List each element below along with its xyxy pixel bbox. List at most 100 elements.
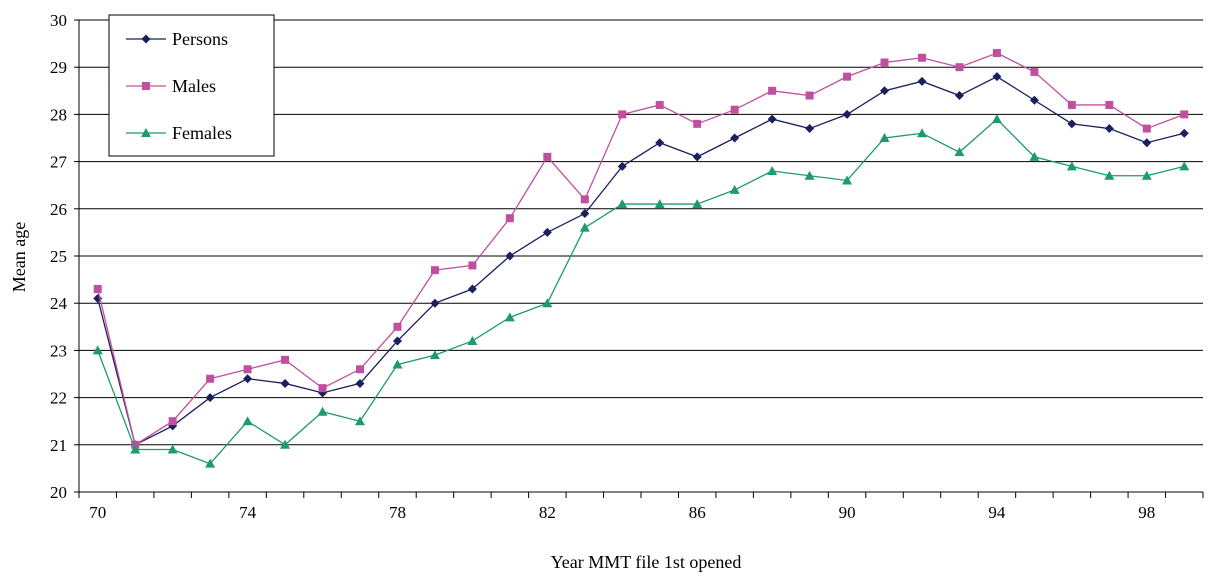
legend-label: Females (172, 123, 232, 143)
data-point (430, 298, 440, 308)
data-point (617, 199, 628, 209)
data-point (729, 184, 740, 194)
data-point (804, 170, 815, 180)
data-point (580, 195, 589, 204)
series-line (97, 118, 1185, 465)
legend-label: Persons (172, 29, 228, 49)
data-point (730, 133, 740, 143)
data-point (356, 365, 364, 374)
data-point (243, 365, 252, 374)
data-point (692, 152, 702, 162)
data-point (542, 227, 552, 237)
data-point (92, 345, 103, 355)
y-tick-label: 26 (50, 200, 67, 219)
data-point (504, 312, 515, 322)
x-tick-label: 74 (239, 503, 257, 522)
data-point (317, 406, 328, 416)
data-point (1067, 119, 1077, 129)
data-point (243, 374, 253, 384)
data-point (168, 417, 177, 426)
series-males (93, 49, 1189, 449)
data-point (281, 355, 290, 364)
data-point (392, 336, 402, 346)
data-point (543, 152, 552, 161)
data-point (954, 147, 965, 157)
data-point (505, 251, 515, 261)
data-point (654, 199, 665, 209)
data-point (880, 58, 889, 67)
data-point (991, 114, 1002, 124)
data-point (955, 63, 964, 72)
data-point (167, 444, 178, 454)
data-point (879, 133, 890, 142)
data-point (767, 166, 778, 176)
x-tick-label: 98 (1138, 503, 1155, 522)
series-line (97, 52, 1185, 446)
data-point (1067, 100, 1076, 109)
data-point (142, 82, 150, 90)
data-point (141, 128, 151, 137)
data-point (917, 76, 927, 86)
data-point (805, 91, 814, 100)
data-point (843, 72, 852, 81)
y-tick-label: 25 (50, 247, 67, 266)
data-point (992, 49, 1001, 58)
data-point (1029, 151, 1040, 161)
y-tick-label: 22 (50, 389, 67, 408)
data-point (1179, 128, 1189, 138)
data-point (842, 175, 853, 185)
data-point (655, 138, 665, 148)
data-point (468, 261, 477, 270)
x-tick-label: 86 (689, 503, 706, 522)
x-tick-label: 82 (539, 503, 556, 522)
y-axis-title: Mean age (9, 222, 29, 292)
data-point (880, 86, 890, 96)
data-point (579, 222, 590, 232)
data-point (1030, 67, 1039, 76)
series-line (97, 75, 1185, 446)
data-point (467, 284, 477, 294)
data-point (205, 458, 216, 468)
data-point (141, 34, 151, 44)
legend-item-females: Females (126, 123, 232, 143)
data-point (130, 444, 141, 454)
data-point (805, 124, 815, 134)
data-point (1180, 110, 1189, 119)
data-point (429, 350, 440, 360)
data-point (842, 109, 852, 119)
data-point (542, 298, 553, 308)
data-point (505, 214, 514, 223)
data-point (1029, 95, 1039, 105)
data-point (1066, 161, 1077, 171)
data-point (355, 416, 365, 426)
x-tick-label: 70 (89, 503, 106, 522)
x-axis-title: Year MMT file 1st opened (551, 552, 742, 572)
data-point (206, 374, 215, 383)
data-point (1141, 170, 1152, 180)
data-point (467, 335, 478, 345)
x-tick-label: 90 (839, 503, 856, 522)
data-point (280, 378, 290, 388)
data-point (692, 199, 703, 209)
y-tick-label: 30 (50, 11, 67, 30)
data-point (280, 439, 291, 449)
data-point (93, 285, 102, 294)
data-point (617, 161, 627, 171)
legend-label: Males (172, 76, 216, 96)
data-point (992, 72, 1002, 82)
y-tick-label: 28 (50, 105, 67, 124)
data-point (768, 86, 777, 95)
data-point (767, 114, 777, 124)
data-point (1142, 138, 1152, 148)
data-point (917, 128, 927, 138)
y-tick-label: 24 (50, 294, 68, 313)
data-point (1105, 100, 1114, 109)
data-point (430, 266, 439, 275)
data-point (580, 209, 590, 219)
data-point (1142, 124, 1151, 133)
y-axis-ticks: 20 21 22 23 24 25 26 27 28 29 30 (50, 11, 79, 502)
data-point (1104, 170, 1115, 180)
data-point (1104, 124, 1114, 134)
y-tick-label: 23 (50, 341, 67, 360)
data-point (730, 105, 739, 114)
